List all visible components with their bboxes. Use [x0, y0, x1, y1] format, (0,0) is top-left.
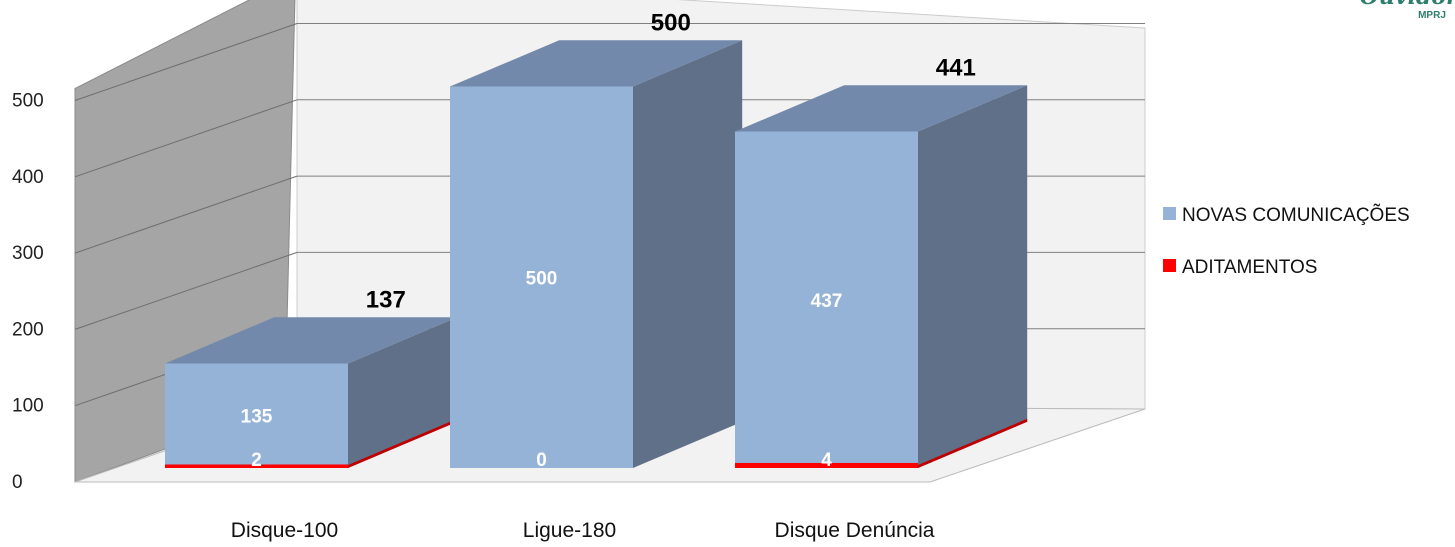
bar-novas-2 — [735, 131, 918, 468]
bar-aditamentos-side-2 — [918, 418, 1028, 468]
x-axis: Disque-100 Ligue-180 Disque Denúncia — [231, 519, 935, 542]
bar-top-1 — [450, 40, 743, 87]
bar-side-1 — [633, 40, 743, 469]
legend-swatch-aditamentos — [1163, 259, 1176, 272]
ouvidoria-logo: Ouvidoria MPRJ — [1360, 0, 1455, 21]
y-tick-label-0: 0 — [12, 472, 23, 493]
data-label-total-1: 500 — [651, 9, 691, 36]
x-category-label-1: Ligue-180 — [523, 519, 616, 542]
bar-side-0 — [348, 317, 458, 468]
x-category-label-0: Disque-100 — [231, 519, 338, 542]
data-label-novas-0: 135 — [241, 407, 273, 428]
y-axis: 0 100 200 300 400 500 — [12, 91, 44, 494]
bar-novas-0 — [165, 363, 348, 468]
data-labels: 135 2 137 500 0 500 437 4 441 — [241, 9, 976, 471]
gridline-side-200 — [74, 251, 298, 330]
data-label-aditamentos-1: 0 — [536, 450, 547, 471]
bar-aditamentos-2 — [735, 462, 918, 468]
bars — [165, 40, 1028, 469]
y-tick-label-500: 500 — [12, 91, 44, 112]
data-label-aditamentos-0: 2 — [251, 450, 262, 471]
bar-aditamentos-side-0 — [348, 418, 458, 468]
y-tick-label-200: 200 — [12, 319, 44, 340]
gridline-side-400 — [74, 99, 298, 178]
legend-swatch-novas — [1163, 207, 1176, 220]
gridline-side-500 — [74, 23, 298, 101]
logo-sub: MPRJ — [1418, 10, 1446, 21]
data-label-novas-2: 437 — [811, 291, 843, 312]
legend-label-novas: NOVAS COMUNICAÇÕES — [1182, 204, 1410, 226]
gridline-side-300 — [74, 175, 298, 254]
bar-novas-1 — [450, 86, 633, 468]
legend-label-aditamentos: ADITAMENTOS — [1182, 257, 1317, 278]
data-label-total-2: 441 — [936, 54, 976, 81]
y-tick-label-300: 300 — [12, 243, 44, 264]
y-tick-label-400: 400 — [12, 167, 44, 188]
logo-brand: Ouvidoria — [1360, 0, 1455, 10]
bar-aditamentos-0 — [165, 464, 348, 468]
y-tick-label-100: 100 — [12, 396, 44, 417]
x-category-label-2: Disque Denúncia — [775, 519, 935, 542]
bar-top-0 — [165, 317, 458, 364]
data-label-aditamentos-2: 4 — [821, 450, 832, 471]
data-label-total-0: 137 — [366, 286, 406, 313]
bar-top-2 — [735, 85, 1028, 132]
legend: NOVAS COMUNICAÇÕES ADITAMENTOS — [1163, 204, 1410, 278]
bar-side-2 — [918, 85, 1028, 469]
data-label-novas-1: 500 — [526, 268, 558, 289]
